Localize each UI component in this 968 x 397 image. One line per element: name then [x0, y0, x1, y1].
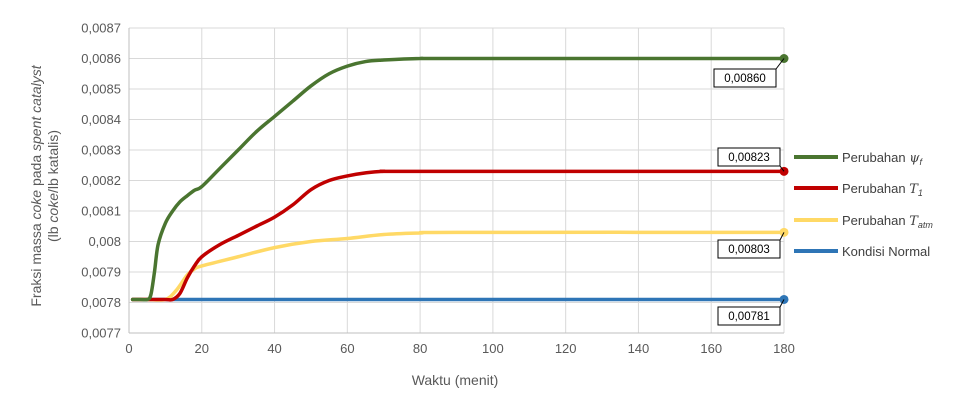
- x-tick-label: 60: [340, 341, 354, 356]
- x-tick-label: 40: [267, 341, 281, 356]
- legend-label-psi: Perubahan ψf: [842, 150, 923, 167]
- x-tick-label: 100: [482, 341, 504, 356]
- x-tick-label: 80: [413, 341, 427, 356]
- gridlines: [129, 27, 785, 333]
- legend-label-text: Kondisi Normal: [842, 244, 930, 259]
- y-axis-title-part: (lb: [45, 223, 61, 242]
- y-axis-title-part: Fraksi massa: [28, 220, 44, 307]
- axes: [128, 28, 784, 334]
- series-lines: [130, 54, 789, 304]
- y-tick-labels: 0,0077 0,0078 0,0079 0,008 0,0081 0,0082 0,008…: [81, 21, 121, 341]
- legend-label-text: Perubahan: [842, 150, 909, 165]
- y-axis-title-part: coke: [45, 193, 61, 223]
- y-tick-label: 0,0083: [81, 143, 121, 158]
- legend-label-subscript: f: [919, 157, 923, 167]
- legend-label-symbol: ψ: [909, 151, 920, 166]
- x-axis-title: Waktu (menit): [412, 372, 499, 388]
- y-tick-label: 0,0084: [81, 112, 121, 127]
- y-tick-label: 0,0087: [81, 21, 121, 36]
- callout-label-psi: 0,00860: [724, 73, 766, 85]
- y-tick-label: 0,0078: [81, 295, 121, 310]
- callout-box: [713, 68, 777, 88]
- callout-box: [717, 147, 781, 167]
- callout-label-t1: 0,00823: [728, 152, 770, 164]
- y-axis-title-part: coke: [28, 190, 44, 220]
- series-line-t1: [130, 169, 786, 302]
- callout-label-normal: 0,00781: [728, 311, 770, 323]
- callout-box: [717, 239, 781, 259]
- y-axis-title-part: spent catalyst: [28, 64, 44, 151]
- y-tick-label: 0,0077: [81, 326, 121, 341]
- y-axis-title-line2: (lb coke/lb katalis): [45, 130, 61, 242]
- legend-label-subscript: atm: [918, 220, 934, 230]
- x-tick-label: 0: [125, 341, 132, 356]
- legend-label-symbol: T: [909, 214, 919, 229]
- callout-box: [717, 306, 781, 326]
- y-tick-label: 0,0085: [81, 82, 121, 97]
- x-tick-label: 20: [195, 341, 209, 356]
- callout-leader: [779, 299, 785, 308]
- y-tick-label: 0,0079: [81, 265, 121, 280]
- legend-label-text: Perubahan: [842, 181, 909, 196]
- y-tick-label: 0,0081: [81, 204, 121, 219]
- callout-label-tatm: 0,00803: [728, 244, 770, 256]
- legend-label-symbol: T: [909, 182, 919, 197]
- x-tick-label: 180: [773, 341, 795, 356]
- end-value-callouts: 0,00860 0,00823 0,00803 0,00781: [713, 58, 785, 326]
- y-tick-label: 0,0086: [81, 51, 121, 66]
- callout-leader: [775, 58, 785, 70]
- y-axis-title-part: pada: [28, 151, 44, 190]
- legend-label-t1: Perubahan T1: [842, 181, 923, 198]
- x-tick-labels: 0 20 40 60 80 100 120 140 160 180: [125, 341, 794, 356]
- callout-leader: [779, 165, 785, 172]
- y-axis-title-part: /lb katalis): [45, 130, 61, 193]
- legend-label-normal: Kondisi Normal: [842, 244, 930, 259]
- callout-leader: [779, 232, 785, 241]
- x-tick-label: 160: [700, 341, 722, 356]
- legend-label-tatm: Perubahan Tatm: [842, 213, 933, 230]
- y-axis-title: Fraksi massa coke pada spent catalyst (l…: [28, 64, 61, 306]
- legend-label-subscript: 1: [918, 188, 923, 198]
- y-tick-label: 0,0082: [81, 173, 121, 188]
- series-line-psi: [130, 56, 786, 302]
- y-tick-label: 0,008: [88, 234, 121, 249]
- y-axis-title-line1: Fraksi massa coke pada spent catalyst: [28, 64, 44, 306]
- x-tick-label: 120: [555, 341, 577, 356]
- x-tick-label: 140: [628, 341, 650, 356]
- legend-label-text: Perubahan: [842, 213, 909, 228]
- series-line-tatm: [130, 230, 786, 302]
